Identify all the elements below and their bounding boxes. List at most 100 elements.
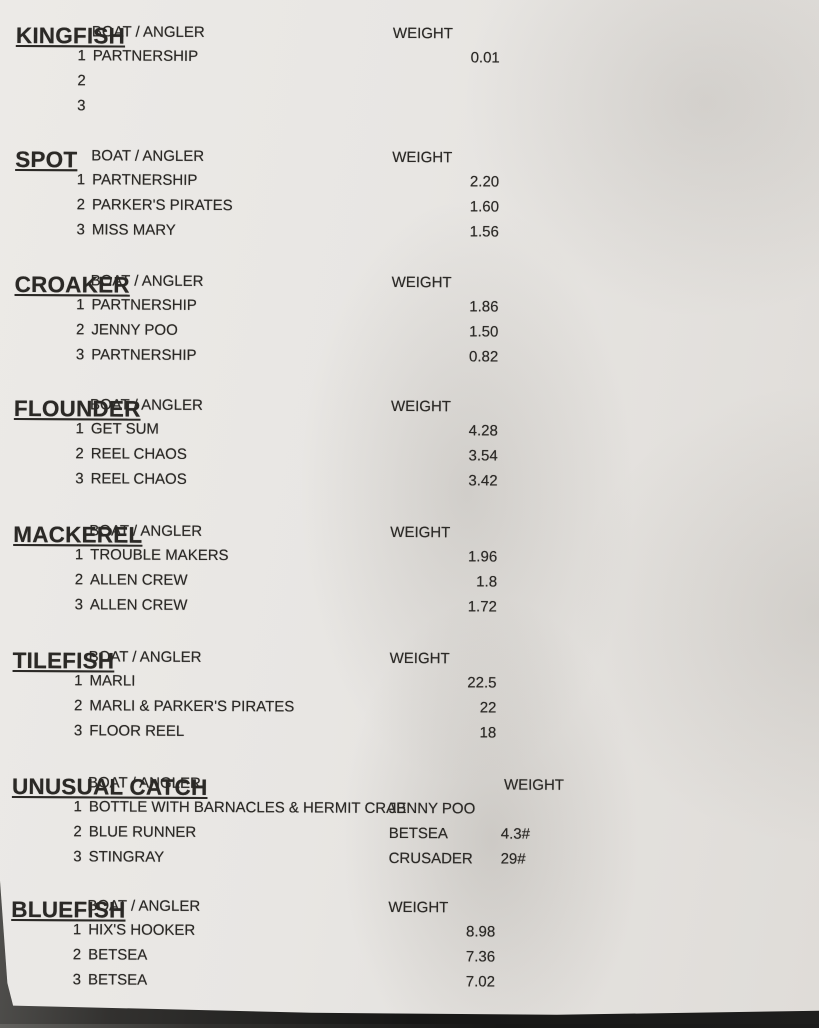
- rank-number: 2: [77, 72, 86, 90]
- weight-value: [385, 99, 500, 100]
- column-header-weight: WEIGHT: [392, 148, 453, 167]
- rank-number: 1: [74, 672, 83, 690]
- weight-value: 18: [479, 724, 497, 742]
- section-unusual-catch: UNUSUAL CATCH BOAT / ANGLER WEIGHT 1 BOT…: [0, 755, 815, 879]
- section-croaker: CROAKER BOAT / ANGLER WEIGHT 1 PARTNERSH…: [0, 253, 818, 377]
- rank-number: 2: [74, 697, 83, 715]
- weight-value: 7.36: [465, 948, 496, 966]
- column-header-weight: WEIGHT: [391, 273, 452, 292]
- section-mackerel: MACKEREL BOAT / ANGLER WEIGHT 1 TROUBLE …: [0, 503, 816, 627]
- rank-number: 3: [75, 470, 84, 488]
- column-header-boat-angler: BOAT / ANGLER: [88, 648, 202, 666]
- rank-number: 1: [76, 296, 85, 314]
- column-header-boat-angler: BOAT / ANGLER: [91, 147, 205, 165]
- weight-value: 29#: [500, 850, 526, 868]
- column-header-row: BOAT / ANGLER WEIGHT: [0, 897, 814, 921]
- column-header-weight: WEIGHT: [392, 24, 453, 43]
- rank-number: 3: [72, 971, 82, 989]
- column-header-boat-angler: BOAT / ANGLER: [89, 522, 203, 540]
- rank-number: 3: [74, 596, 83, 614]
- boat-name: MISS MARY: [91, 221, 176, 239]
- section-bluefish: BLUEFISH BOAT / ANGLER WEIGHT 1 HIX'S HO…: [0, 878, 814, 1002]
- rank-number: 3: [75, 346, 85, 364]
- weight-value: 0.01: [470, 49, 500, 67]
- result-row: 2 BLUE RUNNER BETSEA 4.3#: [0, 823, 815, 847]
- weight-value: 1.96: [467, 548, 498, 566]
- rank-number: 1: [75, 420, 84, 438]
- column-header-weight: WEIGHT: [389, 649, 450, 668]
- weight-value: 8.98: [465, 923, 496, 941]
- result-row: 3 FLOOR REEL 18: [0, 722, 815, 746]
- boat-name: JENNY POO: [91, 321, 178, 339]
- weight-value: [385, 74, 500, 75]
- boat-name: REEL CHAOS: [90, 445, 187, 463]
- result-row: 2 JENNY POO 1.50: [0, 321, 817, 345]
- rank-number: 2: [73, 823, 82, 841]
- result-row: 1 HIX'S HOOKER 8.98: [0, 921, 814, 945]
- boat-name: BETSEA: [87, 971, 148, 989]
- section-tilefish: TILEFISH BOAT / ANGLER WEIGHT 1 MARLI 22…: [0, 629, 816, 753]
- result-row: 1 GET SUM 4.28: [0, 420, 817, 444]
- weight-value: 3.42: [468, 472, 498, 490]
- rank-number: 3: [73, 848, 82, 866]
- rank-number: 2: [74, 571, 84, 589]
- column-header-boat-angler: BOAT / ANGLER: [89, 396, 203, 414]
- section-spot: SPOT BOAT / ANGLER WEIGHT 1 PARTNERSHIP …: [0, 128, 818, 252]
- column-header-boat-angler: BOAT / ANGLER: [87, 774, 201, 792]
- rank-number: 1: [73, 798, 82, 816]
- boat-name: PARTNERSHIP: [91, 346, 197, 364]
- rank-number: 3: [73, 722, 83, 740]
- weight-value: 3.54: [468, 447, 498, 465]
- boat-name: MARLI: [89, 672, 136, 690]
- boat-name: FLOOR REEL: [89, 722, 185, 740]
- rank-number: 1: [72, 921, 82, 939]
- rank-number: 1: [74, 546, 84, 564]
- result-row: 2 MARLI & PARKER'S PIRATES 22: [0, 697, 815, 721]
- boat-name: HIX'S HOOKER: [88, 921, 196, 939]
- boat-name: PARKER'S PIRATES: [91, 196, 233, 215]
- boat-name: BETSEA: [88, 946, 148, 964]
- weight-value: 1.56: [469, 223, 499, 241]
- result-row: 2 PARKER'S PIRATES 1.60: [0, 196, 818, 220]
- weight-value: 1.50: [469, 323, 499, 341]
- column-header-row: BOAT / ANGLER WEIGHT: [0, 522, 816, 546]
- rank-number: 3: [76, 221, 85, 239]
- result-row: 2 REEL CHAOS 3.54: [0, 445, 817, 469]
- column-header-row: BOAT / ANGLER WEIGHT: [0, 648, 816, 672]
- result-row: 3 PARTNERSHIP 0.82: [0, 346, 817, 370]
- weight-value: 1.86: [469, 298, 499, 316]
- column-header-boat-angler: BOAT / ANGLER: [90, 272, 204, 290]
- result-row: 3 MISS MARY 1.56: [0, 221, 818, 245]
- column-header-weight: WEIGHT: [390, 397, 452, 416]
- catch-name: STINGRAY: [88, 848, 165, 866]
- rank-number: 2: [72, 946, 82, 964]
- result-row: 1 BOTTLE WITH BARNACLES & HERMIT CRAB JE…: [0, 798, 815, 822]
- weight-value: 1.72: [467, 598, 497, 616]
- column-header-row: BOAT / ANGLER WEIGHT: [0, 396, 817, 420]
- result-row: 2: [0, 72, 819, 96]
- result-row: 2 ALLEN CREW 1.8: [0, 571, 816, 595]
- rank-number: 1: [76, 171, 86, 189]
- boat-name: PARTNERSHIP: [91, 296, 197, 314]
- section-kingfish: KINGFISH BOAT / ANGLER WEIGHT 1 PARTNERS…: [0, 4, 819, 128]
- result-row: 3 REEL CHAOS 3.42: [0, 470, 817, 494]
- weight-value: 22.5: [467, 674, 497, 692]
- result-row: 3 ALLEN CREW 1.72: [0, 596, 816, 620]
- boat-name: MARLI & PARKER'S PIRATES: [89, 697, 295, 716]
- catch-name: BLUE RUNNER: [88, 823, 197, 841]
- result-row: 1 MARLI 22.5: [0, 672, 816, 696]
- rank-number: 2: [75, 321, 85, 339]
- result-row: 3 STINGRAY CRUSADER 29#: [0, 848, 815, 872]
- column-header-row: BOAT / ANGLER WEIGHT: [0, 272, 818, 296]
- result-row: 1 PARTNERSHIP 1.86: [0, 296, 818, 320]
- boat-name: ALLEN CREW: [89, 596, 188, 614]
- result-row: 1 PARTNERSHIP 2.20: [0, 171, 818, 195]
- boat-name: REEL CHAOS: [90, 470, 187, 488]
- column-header-row: BOAT / ANGLER WEIGHT: [0, 23, 819, 47]
- column-header-boat-angler: BOAT / ANGLER: [91, 23, 205, 41]
- section-flounder: FLOUNDER BOAT / ANGLER WEIGHT 1 GET SUM …: [0, 377, 817, 501]
- catch-name: BOTTLE WITH BARNACLES & HERMIT CRAB: [88, 798, 407, 818]
